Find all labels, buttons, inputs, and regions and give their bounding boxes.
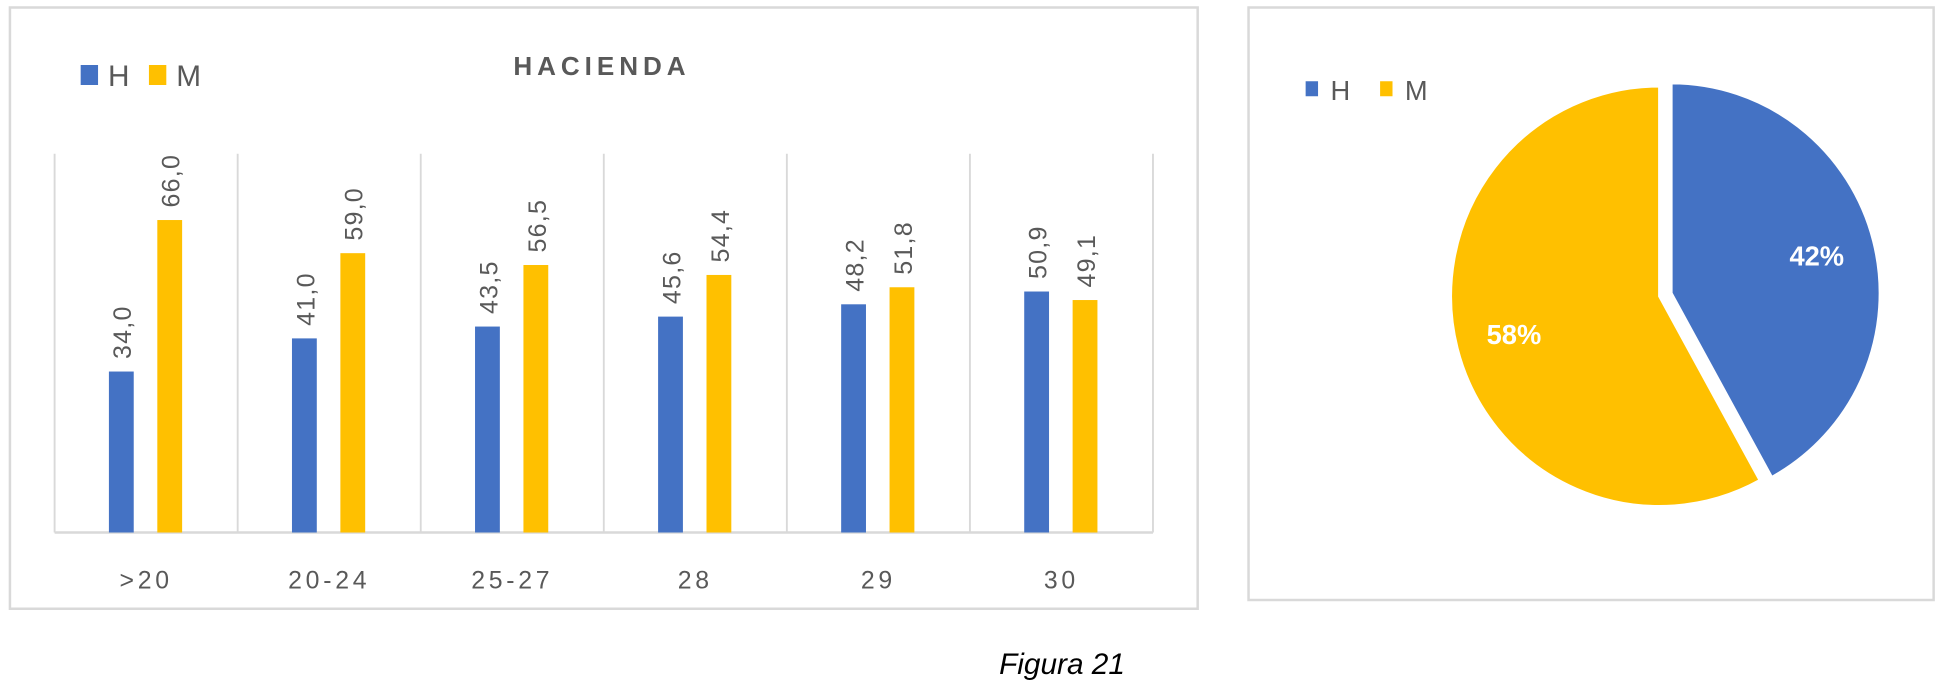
x-tick-label: >20	[120, 567, 173, 595]
bar-H-3	[658, 316, 683, 533]
pie-legend-swatch-M	[1380, 81, 1393, 97]
data-label-H-1: 41,0	[292, 272, 320, 326]
data-label-M-4: 51,8	[890, 221, 918, 275]
x-tick-label: 25-27	[471, 567, 553, 595]
bar-H-1	[291, 338, 317, 533]
data-label-M-2: 56,5	[524, 199, 552, 253]
x-tick-label: 28	[678, 567, 713, 595]
data-label-H-3: 45,6	[659, 250, 687, 304]
bar-M-4	[889, 287, 915, 533]
bar-H-0	[108, 371, 134, 533]
pie-slice-M	[1449, 84, 1762, 508]
data-label-M-1: 59,0	[341, 187, 369, 241]
legend-label-H: H	[108, 60, 130, 93]
legend-swatch-M	[148, 65, 167, 85]
x-tick-label: 30	[1044, 567, 1079, 595]
bar-M-1	[340, 253, 366, 533]
data-label-H-4: 48,2	[842, 238, 870, 292]
bar-M-2	[523, 265, 549, 533]
data-label-M-5: 49,1	[1073, 234, 1101, 288]
pie-legend-swatch-H	[1305, 81, 1319, 97]
data-label-H-0: 34,0	[109, 305, 137, 359]
bar-M-3	[706, 274, 732, 533]
x-tick-label: 29	[861, 567, 896, 595]
bar-H-5	[1024, 291, 1050, 533]
data-label-M-0: 66,0	[158, 154, 186, 208]
bar-H-4	[841, 304, 866, 533]
bar-M-0	[157, 220, 183, 533]
x-tick-label: 20-24	[288, 567, 370, 595]
legend-label-M: M	[176, 60, 201, 93]
bar-H-2	[475, 326, 500, 533]
data-label-M-3: 54,4	[707, 209, 735, 263]
bar-M-5	[1072, 300, 1098, 533]
pie-label-M: 58%	[1487, 319, 1542, 350]
legend-swatch-H	[80, 65, 99, 85]
figure-caption: Figura 21	[999, 647, 1125, 682]
data-label-H-5: 50,9	[1025, 225, 1053, 279]
data-label-H-2: 43,5	[475, 260, 503, 314]
pie-label-H: 42%	[1789, 240, 1844, 271]
pie-legend-label-H: H	[1330, 75, 1350, 106]
pie-legend-label-M: M	[1405, 75, 1428, 106]
chart-title: HACIENDA	[513, 51, 690, 81]
pie-slice-H	[1670, 81, 1882, 479]
